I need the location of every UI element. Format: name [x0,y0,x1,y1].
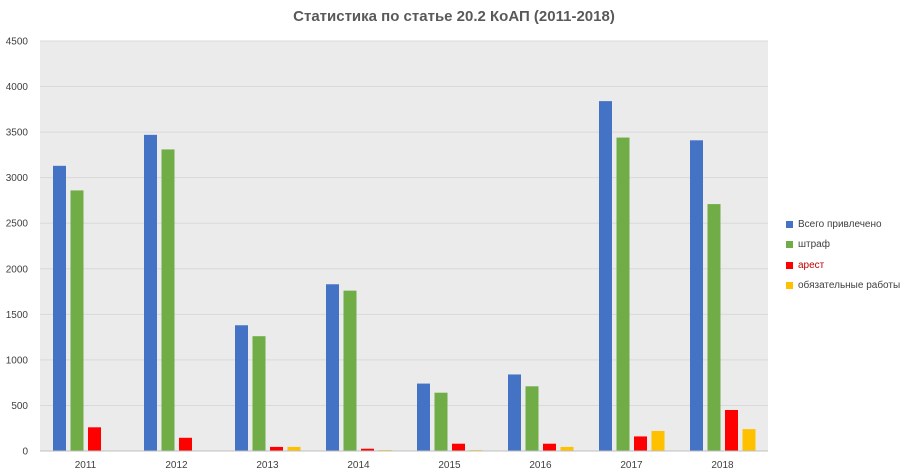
x-tick-label: 2018 [711,460,734,471]
bar-2015-series-2 [452,443,465,451]
y-tick-label: 4000 [6,82,29,93]
x-tick-label: 2013 [256,460,279,471]
legend-swatch-total [786,220,793,228]
bar-2013-series-0 [235,325,248,451]
x-tick-label: 2016 [529,460,552,471]
x-tick-label: 2011 [75,460,97,471]
bar-2012-series-1 [161,149,175,451]
bar-2015-series-1 [434,392,448,451]
bar-2011-series-1 [70,190,84,451]
legend-item-total: Всего привлечено [786,214,900,235]
bar-2017-series-2 [634,436,647,451]
bar-2018-series-0 [690,140,703,452]
legend-swatch-arrest [786,261,793,269]
plot-area [40,41,768,451]
y-tick-label: 1000 [6,355,29,366]
bar-2016-series-2 [543,443,556,451]
x-tick-label: 2012 [165,460,188,471]
y-axis-ticks: 0 500 1000 1500 2000 2500 3000 3500 4000 4500 [6,37,29,458]
legend-item-community-service: обязательные работы [786,276,900,297]
bar-2015-series-0 [417,383,430,451]
bar-2014-series-0 [326,284,339,451]
legend-label-community-service: обязательные работы [798,280,901,292]
bar-2016-series-1 [525,386,539,451]
y-tick-label: 2000 [6,264,29,275]
bar-2013-series-3 [287,446,301,451]
bar-2012-series-0 [144,134,157,451]
y-tick-label: 3500 [6,128,29,139]
y-tick-label: 0 [22,447,28,458]
legend-swatch-fine [786,241,793,249]
y-tick-label: 2500 [6,219,29,230]
x-axis-ticks: 2011 2012 2013 2014 2015 2016 2017 2018 [75,460,734,471]
legend: Всего привлечено штраф арест обязательны… [786,214,900,296]
bar-2016-series-0 [508,374,521,451]
legend-label-arrest: арест [798,259,825,271]
bar-2017-series-0 [599,101,612,451]
y-tick-label: 3000 [6,173,29,184]
bar-2017-series-3 [651,430,665,451]
x-tick-label: 2015 [438,460,461,471]
y-tick-label: 500 [11,401,28,412]
y-tick-label: 1500 [6,310,29,321]
legend-label-fine: штраф [798,239,830,251]
bar-2012-series-2 [179,437,192,451]
legend-item-arrest: арест [786,255,900,276]
bar-2016-series-3 [560,446,574,451]
bar-2017-series-1 [616,137,630,452]
y-tick-label: 4500 [6,37,29,48]
bar-2014-series-2 [361,448,374,451]
bar-2011-series-2 [88,427,101,451]
x-tick-label: 2014 [347,460,370,471]
legend-swatch-community-service [786,282,793,290]
legend-label-total: Всего привлечено [798,218,882,230]
bar-2014-series-1 [343,290,357,451]
bar-2013-series-2 [270,446,283,451]
bars [53,101,756,452]
legend-item-fine: штраф [786,235,900,256]
bar-2018-series-3 [742,429,756,451]
grid-lines [40,40,768,406]
x-tick-label: 2017 [620,460,643,471]
bar-2013-series-1 [252,336,266,451]
bar-2018-series-1 [707,204,721,451]
bar-2018-series-2 [725,410,738,451]
bar-2011-series-0 [53,165,66,452]
chart-title: Статистика по статье 20.2 КоАП (2011-201… [293,8,615,25]
